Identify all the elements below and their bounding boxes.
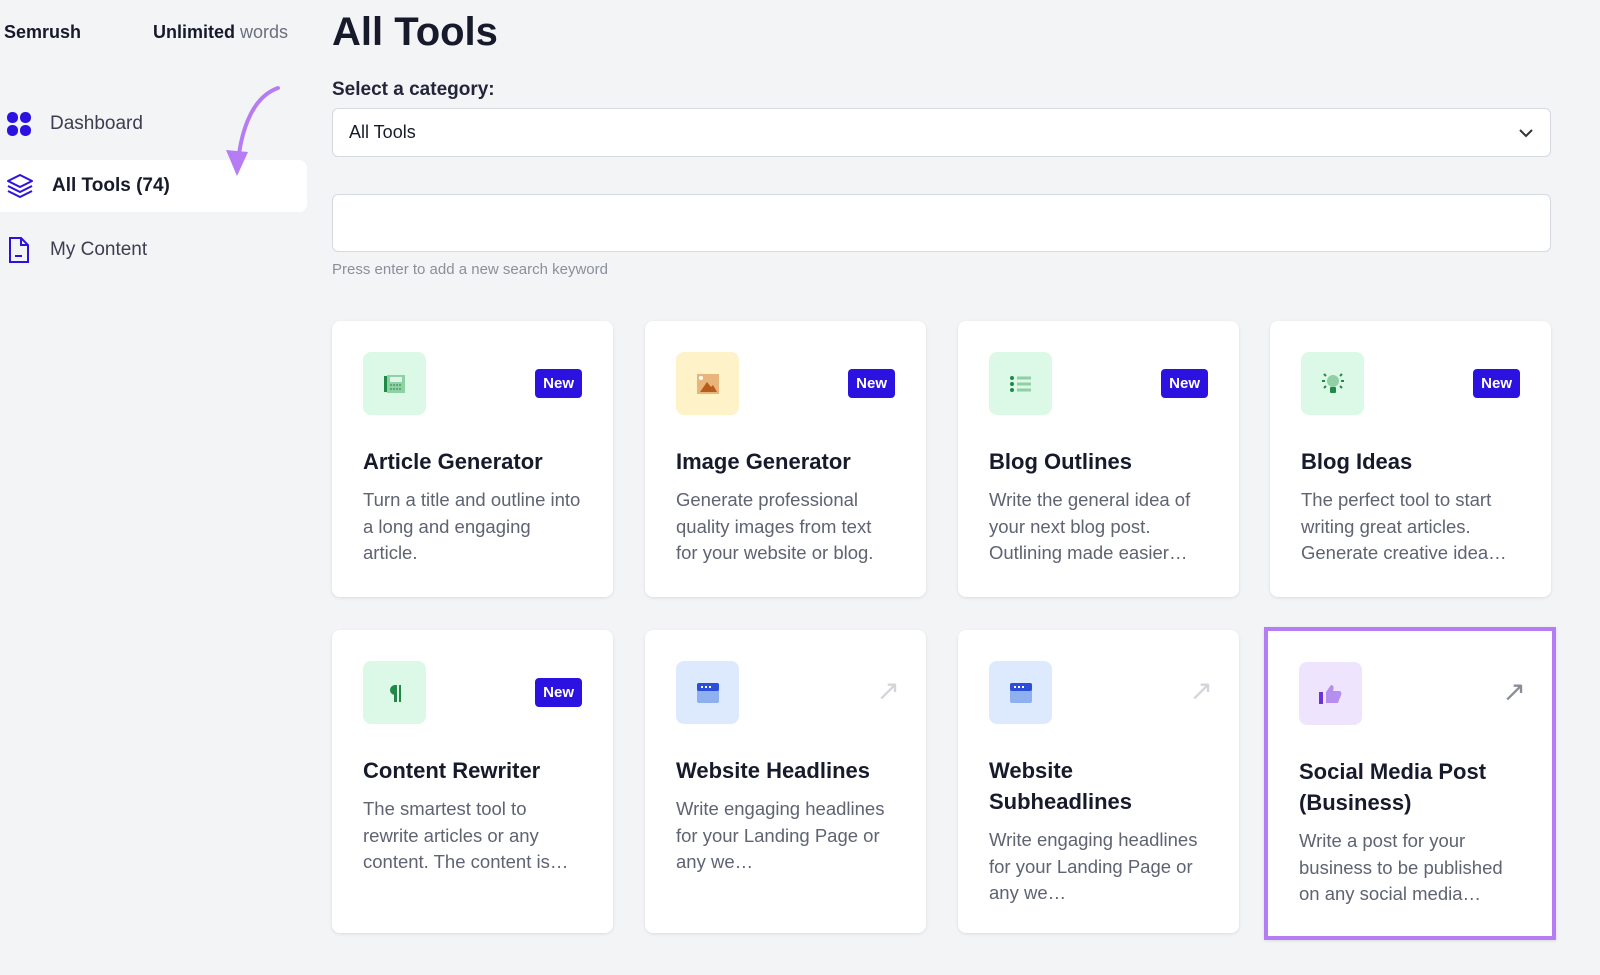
plan-strong: Unlimited: [153, 22, 236, 42]
search-hint: Press enter to add a new search keyword: [332, 261, 608, 278]
image-icon: [676, 352, 739, 415]
tool-description: Write a post for your business to be pub…: [1299, 830, 1503, 904]
arrow-up-right-icon[interactable]: ↗: [1502, 676, 1526, 707]
paragraph-icon: [363, 661, 426, 724]
sidebar-item-my-content[interactable]: My Content: [0, 224, 307, 276]
newspaper-icon: [363, 352, 426, 415]
sidebar-item-label: Dashboard: [50, 113, 143, 134]
tool-description: The smartest tool to rewrite articles or…: [363, 798, 569, 872]
tool-description: Write engaging headlines for your Landin…: [676, 798, 885, 872]
thumbs-up-icon: [1299, 662, 1362, 725]
tool-title: Image Generator: [676, 449, 851, 474]
browser-icon: [676, 661, 739, 724]
tool-title: Website Headlines: [676, 758, 870, 783]
tool-title: Website Subheadlines: [989, 758, 1133, 814]
page-title: All Tools: [332, 10, 498, 54]
annotation-arrow-icon: [226, 86, 280, 176]
tool-description: Write engaging headlines for your Landin…: [989, 829, 1198, 903]
document-icon: [9, 237, 29, 263]
arrow-up-right-icon[interactable]: ↗: [876, 675, 900, 706]
tool-card[interactable]: New Content Rewriter The smartest tool to …: [332, 630, 613, 933]
browser-icon: [989, 661, 1052, 724]
category-value: All Tools: [349, 122, 416, 142]
tool-title: Content Rewriter: [363, 758, 541, 783]
list-icon: [989, 352, 1052, 415]
tool-card[interactable]: ↗ Website Subheadlines Write engaging head…: [958, 630, 1239, 933]
new-badge: New: [535, 678, 582, 707]
plan-info: Unlimited words: [153, 22, 288, 43]
sidebar-item-label: My Content: [50, 239, 148, 260]
tool-description: Write the general idea of your next blog…: [989, 489, 1191, 563]
tool-title: Social Media Post (Business): [1299, 759, 1487, 815]
tool-card[interactable]: New Image Generator Generate professional …: [645, 321, 926, 597]
tool-title: Blog Ideas: [1301, 449, 1413, 474]
lightbulb-icon: [1301, 352, 1364, 415]
chevron-down-icon: [1518, 122, 1534, 143]
search-input[interactable]: [332, 194, 1551, 252]
brand-name: Semrush: [4, 22, 82, 42]
new-badge: New: [1473, 369, 1520, 398]
plan-rest: words: [240, 22, 289, 42]
arrow-up-right-icon[interactable]: ↗: [1189, 675, 1213, 706]
new-badge: New: [535, 369, 582, 398]
tool-card[interactable]: New Article Generator Turn a title and out…: [332, 321, 613, 597]
layers-icon: [7, 174, 33, 198]
category-select[interactable]: All Tools: [332, 108, 1551, 157]
tool-description: Turn a title and outline into a long and…: [363, 489, 581, 563]
tool-card[interactable]: ↗ Website Headlines Write engaging headlin…: [645, 630, 926, 933]
tool-title: Blog Outlines: [989, 449, 1132, 474]
tool-card[interactable]: New Blog Ideas The perfect tool to start w…: [1270, 321, 1551, 597]
sidebar-item-label: All Tools (74): [52, 175, 170, 196]
sidebar-item-all-tools[interactable]: All Tools (74): [0, 160, 307, 212]
tool-title: Article Generator: [363, 449, 543, 474]
tool-card[interactable]: ↗ Social Media Post (Business) Write a pos…: [1264, 627, 1556, 940]
tool-description: Generate professional quality images fro…: [676, 489, 874, 563]
category-label: Select a category:: [332, 79, 495, 100]
new-badge: New: [848, 369, 895, 398]
sidebar-item-dashboard[interactable]: Dashboard: [0, 98, 307, 150]
tool-card[interactable]: New Blog Outlines Write the general idea o…: [958, 321, 1239, 597]
new-badge: New: [1161, 369, 1208, 398]
grid-icon: [7, 112, 31, 136]
tool-description: The perfect tool to start writing great …: [1301, 489, 1507, 563]
